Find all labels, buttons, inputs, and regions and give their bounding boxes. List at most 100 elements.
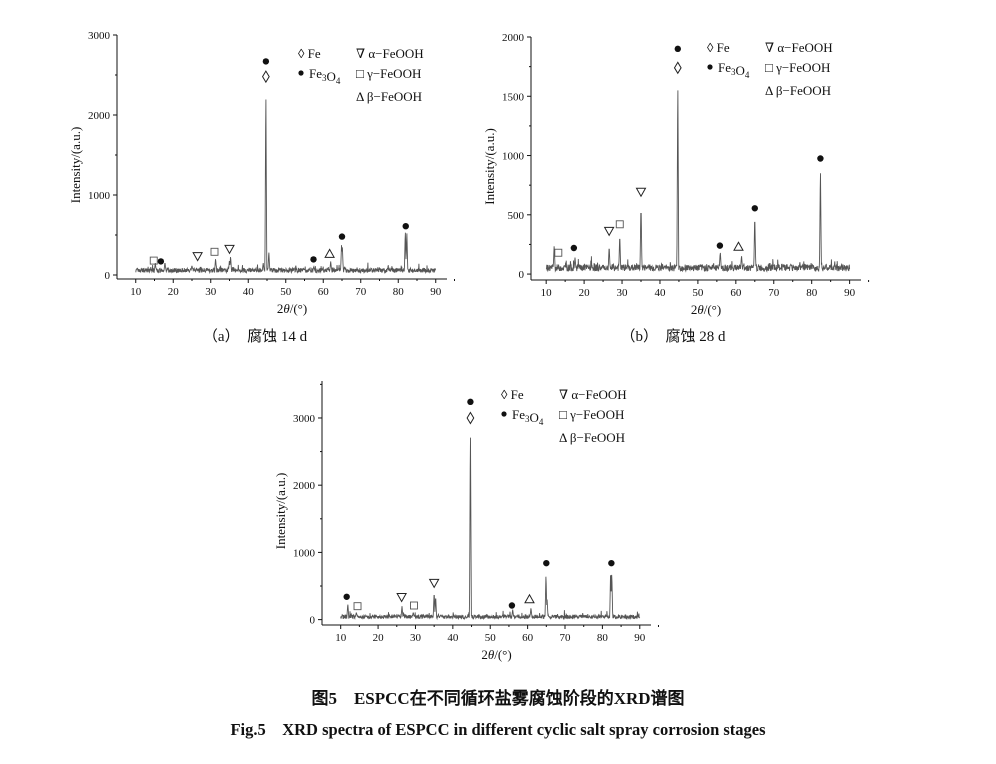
fe3o4-peak-marker (262, 58, 270, 65)
fe-peak-marker (261, 70, 270, 84)
x-tick-label: 30 (205, 286, 217, 298)
legend-alpha-feooh: ∇ α−FeOOH (765, 40, 833, 55)
y-tick-label: 2000 (88, 110, 111, 122)
y-tick-label: 1500 (502, 91, 525, 103)
spectrum-line (340, 437, 641, 621)
x-tick-label: 20 (373, 632, 385, 644)
fe3o4-peak-marker (716, 242, 724, 249)
x-axis-label: 2θ/(°) (691, 302, 721, 317)
alpha-feooh-peak-marker (192, 252, 203, 262)
legend-fe3o4-dot (298, 70, 304, 76)
legend-beta-feooh: Δ β−FeOOH (765, 83, 831, 98)
legend-fe: ◊ Fe (298, 46, 321, 61)
x-tick-label: 20 (168, 286, 180, 298)
alpha-feooh-peak-marker (635, 187, 647, 198)
gamma-feooh-peak-marker (149, 256, 158, 265)
fe3o4-peak-marker (338, 233, 346, 240)
x-tick-label: 40 (243, 286, 255, 298)
gamma-feooh-peak-marker (410, 601, 418, 610)
fe3o4-peak-marker (570, 244, 578, 252)
legend-gamma-feooh: □ γ−FeOOH (559, 407, 624, 422)
fe3o4-peak-marker (310, 256, 317, 263)
fe3o4-peak-marker (467, 398, 474, 406)
x-tick-label: 50 (692, 287, 704, 299)
alpha-feooh-peak-marker (224, 244, 235, 255)
legend-gamma-feooh: □ γ−FeOOH (765, 60, 830, 75)
chart-panel-0: 10 20 30 40 50 60 70 80 90 0 1000 2000 3000 Intensity… (68, 30, 455, 345)
y-tick-label: 500 (508, 210, 525, 222)
x-tick-label: 20 (579, 287, 591, 299)
fe3o4-peak-marker (157, 258, 165, 265)
legend-alpha-feooh: ∇ α−FeOOH (356, 46, 424, 61)
x-tick-label: 50 (280, 286, 292, 298)
x-tick-label: 60 (730, 287, 742, 299)
y-axis-label: Intensity/(a.u.) (273, 473, 288, 550)
beta-feooh-peak-marker (324, 248, 335, 258)
x-tick-label: 60 (522, 632, 534, 644)
x-tick-label: 50 (485, 632, 497, 644)
legend-beta-feooh: Δ β−FeOOH (356, 89, 422, 104)
y-axis-label: Intensity/(a.u.) (482, 128, 497, 205)
y-axis-label: Intensity/(a.u.) (68, 127, 83, 204)
x-tick-label: 80 (597, 632, 609, 644)
x-tick-label: 10 (130, 286, 142, 298)
legend-fe3o4: Fe3O4 (718, 60, 750, 80)
y-tick-label: 0 (310, 615, 316, 627)
fe3o4-peak-marker (543, 559, 550, 567)
alpha-feooh-peak-marker (603, 226, 615, 237)
y-tick-label: 2000 (293, 480, 316, 492)
gamma-feooh-peak-marker (615, 220, 624, 229)
beta-feooh-peak-marker (524, 593, 535, 604)
y-tick-label: 1000 (88, 190, 111, 202)
x-tick-label: 10 (541, 287, 553, 299)
legend-fe: ◊ Fe (501, 387, 524, 402)
fe3o4-peak-marker (608, 559, 615, 567)
gamma-feooh-peak-marker (353, 602, 362, 611)
chart-panel-1: 10 20 30 40 50 60 70 80 90 0 500 1000 1500 2000 Intens… (482, 32, 870, 345)
spectrum-line (135, 99, 437, 275)
fe3o4-peak-marker (674, 45, 681, 53)
y-tick-label: 0 (105, 270, 111, 282)
chart-subtitle: （a） 腐蚀 14 d (203, 327, 308, 345)
chart-subtitle: （b） 腐蚀 28 d (620, 327, 726, 345)
x-tick-label: 80 (806, 287, 818, 299)
legend-beta-feooh: Δ β−FeOOH (559, 430, 625, 445)
fe-peak-marker (673, 61, 682, 75)
legend-fe3o4-dot (707, 64, 713, 70)
fe-peak-marker (466, 411, 475, 425)
y-tick-label: 1000 (293, 547, 316, 559)
x-axis-label: 2θ/(°) (277, 301, 307, 316)
chart-panel-2: 10 20 30 40 50 60 70 80 90 0 1000 2000 3000 Intensity… (273, 381, 659, 662)
y-tick-label: 2000 (502, 32, 525, 44)
x-tick-label: 70 (768, 287, 780, 299)
y-tick-label: 3000 (88, 30, 111, 42)
legend-fe3o4: Fe3O4 (512, 407, 544, 427)
fe3o4-peak-marker (817, 155, 824, 162)
x-tick-label: 10 (335, 632, 347, 644)
fe3o4-peak-marker (343, 593, 350, 600)
x-tick-label: 70 (355, 286, 367, 298)
fe3o4-peak-marker (402, 223, 409, 230)
legend-alpha-feooh: ∇ α−FeOOH (559, 387, 627, 402)
legend-gamma-feooh: □ γ−FeOOH (356, 66, 421, 81)
alpha-feooh-peak-marker (396, 592, 407, 603)
x-tick-label: 80 (393, 286, 405, 298)
x-tick-label: 90 (844, 287, 856, 299)
x-tick-label: 40 (654, 287, 666, 299)
y-tick-label: 3000 (293, 413, 316, 425)
figure-caption-en: Fig.5 XRD spectra of ESPCC in different … (230, 720, 766, 739)
x-tick-label: 40 (447, 632, 459, 644)
beta-feooh-peak-marker (733, 241, 744, 251)
gamma-feooh-peak-marker (210, 247, 219, 256)
fe3o4-peak-marker (751, 205, 758, 212)
legend-fe: ◊ Fe (707, 40, 730, 55)
y-tick-label: 0 (519, 269, 525, 281)
x-tick-label: 70 (560, 632, 572, 644)
x-tick-label: 90 (634, 632, 646, 644)
x-tick-label: 30 (617, 287, 629, 299)
figure-caption-cn: 图5 ESPCC在不同循环盐雾腐蚀阶段的XRD谱图 (311, 689, 685, 708)
alpha-feooh-peak-marker (428, 578, 440, 589)
x-tick-label: 30 (410, 632, 422, 644)
spectrum-line (545, 90, 851, 273)
